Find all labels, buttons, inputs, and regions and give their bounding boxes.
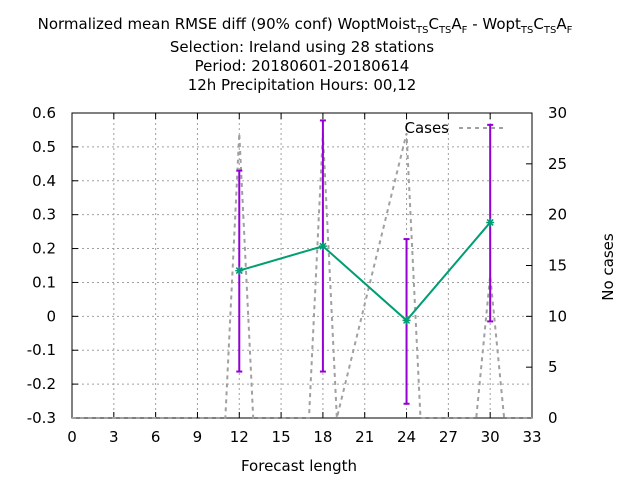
chart-title-part: - Wopt [467, 15, 521, 33]
y-tick-label: 0 [46, 307, 56, 325]
chart-subtitle-selection: Selection: Ireland using 28 stations [170, 38, 434, 56]
x-tick-label: 24 [397, 428, 416, 446]
main-line [238, 221, 491, 322]
plot-frame [71, 112, 533, 419]
y2-tick-label: 0 [548, 409, 558, 427]
main-point [235, 266, 244, 275]
y-tick-label: -0.2 [27, 375, 56, 393]
y-tick-label: -0.3 [27, 409, 56, 427]
y2-tick-label: 30 [548, 104, 567, 122]
y-tick-label: 0.4 [32, 172, 56, 190]
x-tick-label: 33 [522, 428, 541, 446]
error-bars [236, 119, 494, 405]
x-tick-label: 3 [109, 428, 119, 446]
chart-title-part: A [556, 15, 567, 33]
x-tick-label: 15 [272, 428, 291, 446]
y-tick-label: 0.3 [32, 206, 56, 224]
chart-title: Normalized mean RMSE diff (90% conf) Wop… [38, 15, 573, 36]
x-tick-label: 9 [193, 428, 203, 446]
chart-title-part: F [567, 25, 573, 36]
x-tick-label: 30 [481, 428, 500, 446]
y-tick-label: 0.5 [32, 138, 56, 156]
x-axis-label: Forecast length [241, 457, 357, 475]
chart-title-part: TS [543, 25, 556, 36]
x-tick-label: 0 [67, 428, 77, 446]
chart-title-part: A [451, 15, 462, 33]
x-tick-label: 21 [355, 428, 374, 446]
chart-title-part: C [533, 15, 543, 33]
y-tick-label: 0.2 [32, 240, 56, 258]
legend-label-cases: Cases [404, 119, 449, 137]
chart-title-part: C [428, 15, 438, 33]
y2-tick-label: 10 [548, 307, 567, 325]
legend: Cases [404, 119, 505, 137]
x-tick-label: 18 [313, 428, 332, 446]
chart-subtitle-parameter: 12h Precipitation Hours: 00,12 [188, 76, 417, 94]
cases-series [72, 133, 532, 419]
chart-title-part: Normalized mean RMSE diff (90% conf) Wop… [38, 15, 416, 33]
y2-tick-label: 15 [548, 257, 567, 275]
main-point [486, 218, 495, 227]
axis-ticks: 0 3 6 9 12 15 18 21 24 27 30 33 -0.3 -0.2 -0.1 0 0.1 0.2 0… [27, 104, 567, 446]
y-tick-label: 0.6 [32, 104, 56, 122]
chart-title-part: F [462, 25, 468, 36]
y2-tick-label: 25 [548, 155, 567, 173]
chart-title-part: TS [520, 25, 533, 36]
grid [72, 113, 532, 418]
cases-line [72, 133, 532, 419]
main-series [235, 218, 495, 325]
chart-title-part: TS [415, 25, 428, 36]
main-point [318, 242, 327, 251]
chart-subtitle-period: Period: 20180601-20180614 [195, 57, 410, 75]
y-tick-label: -0.1 [27, 341, 56, 359]
y-tick-label: 0.1 [32, 273, 56, 291]
main-point [402, 316, 411, 325]
x-tick-label: 27 [439, 428, 458, 446]
y2-axis-label: No cases [599, 233, 617, 301]
y2-tick-label: 20 [548, 206, 567, 224]
x-tick-label: 12 [230, 428, 249, 446]
y2-tick-label: 5 [548, 358, 558, 376]
chart-title-part: TS [438, 25, 451, 36]
x-tick-label: 6 [151, 428, 161, 446]
